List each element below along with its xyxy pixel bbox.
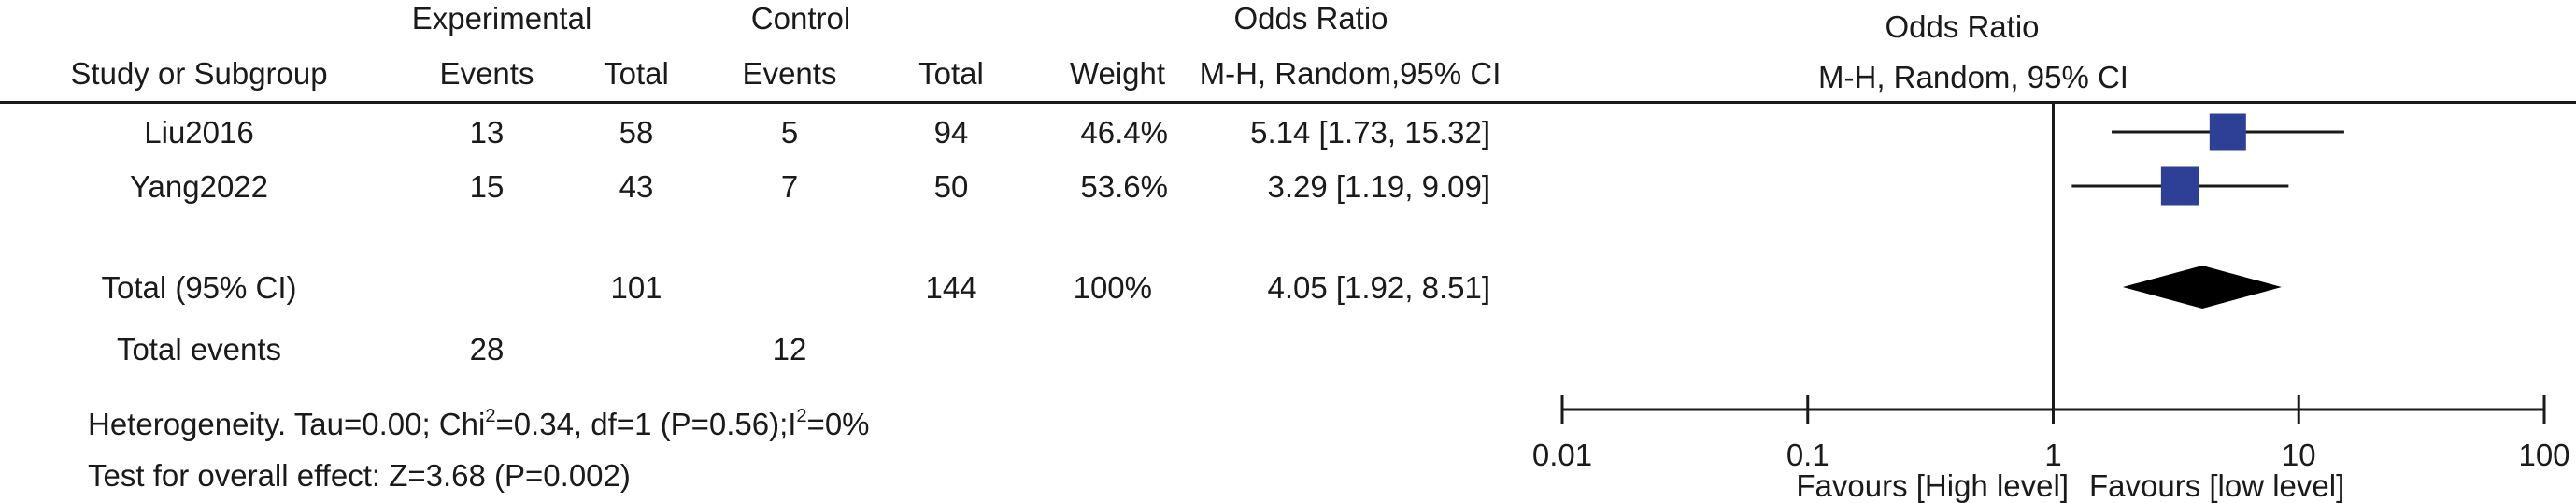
or-method-header-left: M-H, Random,95% CI (1199, 56, 1501, 91)
total-exp-sum: 101 (610, 270, 662, 305)
study-square (2209, 113, 2246, 151)
or-method-header-right: M-H, Random, 95% CI (1818, 60, 2128, 94)
events-ctl-value: 7 (780, 169, 799, 204)
total-events-exp: 28 (469, 332, 505, 366)
total-label: Total (95% CI) (101, 270, 297, 305)
total-ctl-value: 50 (933, 169, 969, 204)
total-exp-header: Total (604, 56, 669, 91)
x-axis-tick-label: 100 (2518, 438, 2569, 472)
events-ctl-header: Events (742, 56, 837, 91)
study-name: Liu2016 (144, 115, 254, 150)
header-rule (0, 101, 2576, 104)
weight-value: 53.6% (1080, 169, 1168, 204)
favours-left-label: Favours [High level] (1796, 468, 2069, 503)
events-exp-header: Events (439, 56, 534, 91)
pooled-diamond (2122, 266, 2282, 309)
total-exp-value: 58 (619, 115, 654, 150)
x-axis-tick-label: 0.1 (1786, 438, 1829, 472)
favours-right-label: Favours [low level] (2089, 468, 2345, 503)
weight-value: 46.4% (1080, 115, 1168, 150)
control-group-header: Control (750, 1, 851, 36)
total-ctl-value: 94 (933, 115, 969, 150)
odds-ratio-header-left: Odds Ratio (1233, 1, 1388, 36)
or-ci-text: 3.29 [1.19, 9.09] (1267, 169, 1490, 204)
total-ctl-header: Total (918, 56, 984, 91)
total-weight: 100% (1073, 270, 1152, 305)
events-exp-value: 13 (469, 115, 505, 150)
x-axis-tick-label: 10 (2282, 438, 2316, 472)
x-axis-tick-label: 1 (2044, 438, 2061, 472)
total-exp-value: 43 (619, 169, 654, 204)
events-exp-value: 15 (469, 169, 505, 204)
total-events-label: Total events (116, 332, 282, 366)
events-ctl-value: 5 (780, 115, 799, 150)
total-ctl-sum: 144 (925, 270, 977, 305)
x-axis-tick-label: 0.01 (1532, 438, 1592, 472)
overall-effect-note: Test for overall effect: Z=3.68 (P=0.002… (88, 458, 631, 493)
odds-ratio-header-right: Odds Ratio (1885, 9, 2040, 44)
study-column-header: Study or Subgroup (70, 56, 328, 91)
total-events-ctl: 12 (772, 332, 807, 366)
study-square (2160, 166, 2199, 206)
heterogeneity-note: Heterogeneity. Tau=0.00; Chi2=0.34, df=1… (88, 406, 870, 441)
study-name: Yang2022 (129, 169, 269, 204)
pooled-ci-text: 4.05 [1.92, 8.51] (1267, 270, 1490, 305)
weight-header: Weight (1069, 56, 1166, 91)
experimental-group-header: Experimental (411, 1, 592, 36)
or-ci-text: 5.14 [1.73, 15.32] (1250, 115, 1490, 150)
